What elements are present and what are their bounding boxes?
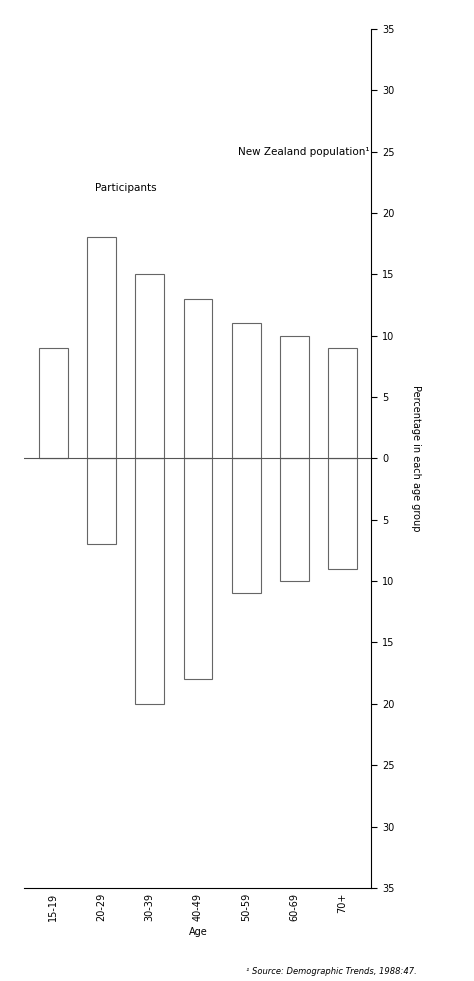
Bar [232, 324, 261, 458]
Bar [280, 458, 309, 581]
Bar [328, 348, 357, 458]
Bar [39, 348, 68, 458]
Bar [183, 458, 212, 679]
Bar [232, 458, 261, 594]
Bar [280, 336, 309, 458]
Bar [136, 275, 164, 458]
X-axis label: Age: Age [189, 927, 207, 937]
Bar [183, 299, 212, 458]
Y-axis label: Percentage in each age group: Percentage in each age group [411, 386, 421, 532]
Bar [328, 458, 357, 569]
Bar [87, 458, 116, 544]
Text: New Zealand population¹: New Zealand population¹ [238, 146, 370, 157]
Bar [87, 237, 116, 458]
Text: ¹ Source: Demographic Trends, 1988:47.: ¹ Source: Demographic Trends, 1988:47. [246, 967, 417, 976]
Bar [136, 458, 164, 703]
Text: Participants: Participants [95, 183, 156, 193]
